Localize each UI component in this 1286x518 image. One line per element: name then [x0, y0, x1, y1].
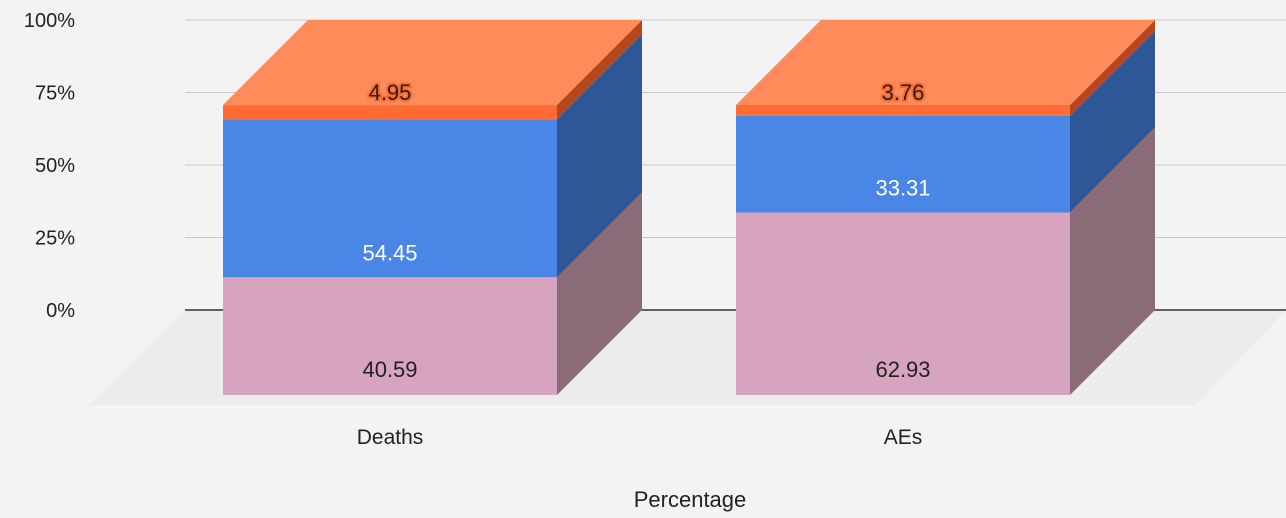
- y-tick-label: 0%: [46, 300, 75, 322]
- data-label: 54.45: [362, 240, 417, 265]
- bar-side-face: [557, 20, 642, 120]
- bar-segment: [736, 115, 1070, 213]
- bar-side-face: [1070, 127, 1155, 396]
- category-label: AEs: [884, 426, 923, 449]
- bars: [223, 20, 1155, 396]
- bar-side-face: [1070, 30, 1155, 213]
- data-label: 33.31: [875, 176, 930, 201]
- category-label: Deaths: [357, 426, 424, 449]
- y-tick-label: 75%: [35, 83, 75, 105]
- data-labels: 40.59 54.45 4.95 62.93 33.31 3.76: [362, 78, 930, 382]
- x-axis-categories: Deaths AEs: [357, 426, 923, 449]
- y-tick-label: 50%: [35, 155, 75, 177]
- x-axis-title: Percentage: [634, 487, 747, 512]
- data-label: 4.95: [369, 80, 412, 105]
- data-label: 3.76: [882, 80, 925, 105]
- bar-top-face: [223, 20, 642, 106]
- bar-segment: [223, 105, 557, 120]
- bar-side-face: [1070, 20, 1155, 116]
- y-tick-label: 25%: [35, 228, 75, 250]
- bar-top-face: [736, 20, 1155, 105]
- bar-segment: [736, 212, 1070, 395]
- bar-segment: [223, 119, 557, 278]
- y-tick-label: 100%: [24, 10, 75, 32]
- bar-segment: [736, 105, 1070, 116]
- bar-side-face: [557, 192, 642, 395]
- data-label: 40.59: [362, 357, 417, 382]
- data-label: 62.93: [875, 357, 930, 382]
- y-axis-ticks: 0% 25% 50% 75% 100%: [24, 10, 75, 322]
- bar-segment: [223, 277, 557, 395]
- bar-side-face: [557, 34, 642, 278]
